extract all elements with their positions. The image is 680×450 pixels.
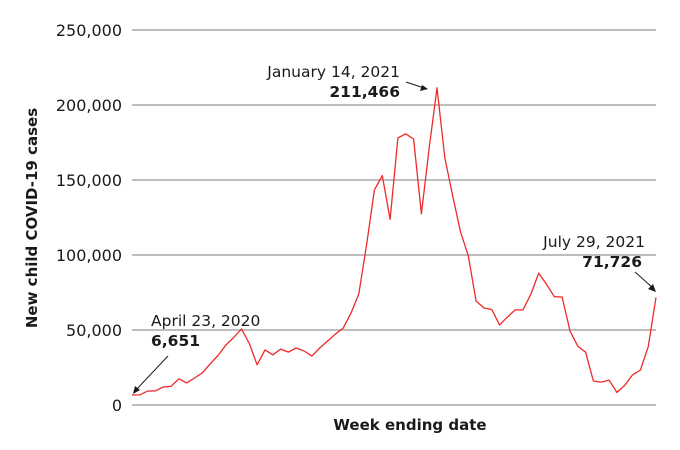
- annotation-start-value: 6,651: [151, 332, 200, 350]
- arrow-icon: [405, 81, 425, 89]
- annotation-end: July 29, 2021 71,726: [542, 233, 656, 292]
- arrowhead-icon: [420, 85, 428, 91]
- arrowhead-icon: [648, 284, 656, 292]
- arrow-icon: [134, 355, 169, 392]
- annotation-peak-value: 211,466: [329, 83, 400, 101]
- arrow-icon: [634, 271, 654, 289]
- y-tick-label: 250,000: [56, 21, 122, 40]
- y-axis-title: New child COVID-19 cases: [23, 108, 41, 328]
- annotation-end-date: July 29, 2021: [542, 233, 645, 251]
- annotation-end-value: 71,726: [582, 253, 642, 271]
- y-axis-ticks: 0 50,000 100,000 150,000 200,000 250,000: [56, 21, 122, 415]
- cases-line: [131, 87, 657, 396]
- annotation-peak-date: January 14, 2021: [266, 63, 400, 81]
- y-tick-label: 200,000: [56, 96, 122, 115]
- gridlines: [132, 29, 656, 406]
- y-tick-label: 0: [112, 396, 122, 415]
- annotation-start-date: April 23, 2020: [151, 312, 260, 330]
- y-tick-label: 150,000: [56, 171, 122, 190]
- x-axis-title: Week ending date: [333, 416, 486, 434]
- y-tick-label: 50,000: [66, 321, 122, 340]
- y-tick-label: 100,000: [56, 246, 122, 265]
- annotation-peak: January 14, 2021 211,466: [266, 63, 428, 101]
- arrowhead-icon: [133, 386, 140, 394]
- annotation-start: April 23, 2020 6,651: [133, 312, 260, 394]
